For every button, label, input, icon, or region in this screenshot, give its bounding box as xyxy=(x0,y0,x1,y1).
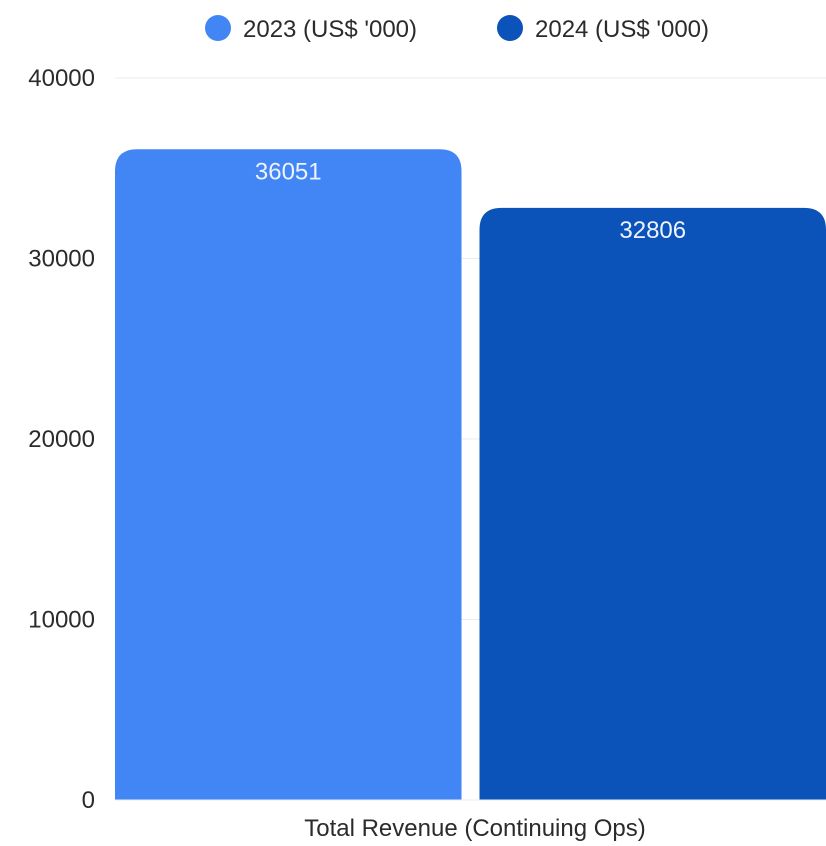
data-labels: 36051 32806 xyxy=(255,158,686,244)
y-tick-label: 40000 xyxy=(28,65,95,92)
y-tick-label: 30000 xyxy=(28,246,95,273)
legend-label-2024: 2024 (US$ '000) xyxy=(535,16,709,43)
y-axis: 0 10000 20000 30000 40000 xyxy=(28,65,95,814)
bar-2024 xyxy=(479,207,826,801)
x-axis: Total Revenue (Continuing Ops) xyxy=(115,799,826,842)
legend-marker-2023 xyxy=(205,15,231,41)
y-tick-label: 10000 xyxy=(28,607,95,634)
x-category-label: Total Revenue (Continuing Ops) xyxy=(304,815,646,842)
y-tick-label: 20000 xyxy=(28,426,95,453)
data-label-2023: 36051 xyxy=(255,158,322,185)
bar-2023 xyxy=(115,149,462,801)
bars xyxy=(115,149,826,801)
legend-marker-2024 xyxy=(497,15,523,41)
legend: 2023 (US$ '000) 2024 (US$ '000) xyxy=(205,15,709,43)
legend-label-2023: 2023 (US$ '000) xyxy=(243,16,417,43)
y-tick-label: 0 xyxy=(82,787,95,814)
data-label-2024: 32806 xyxy=(619,217,686,244)
